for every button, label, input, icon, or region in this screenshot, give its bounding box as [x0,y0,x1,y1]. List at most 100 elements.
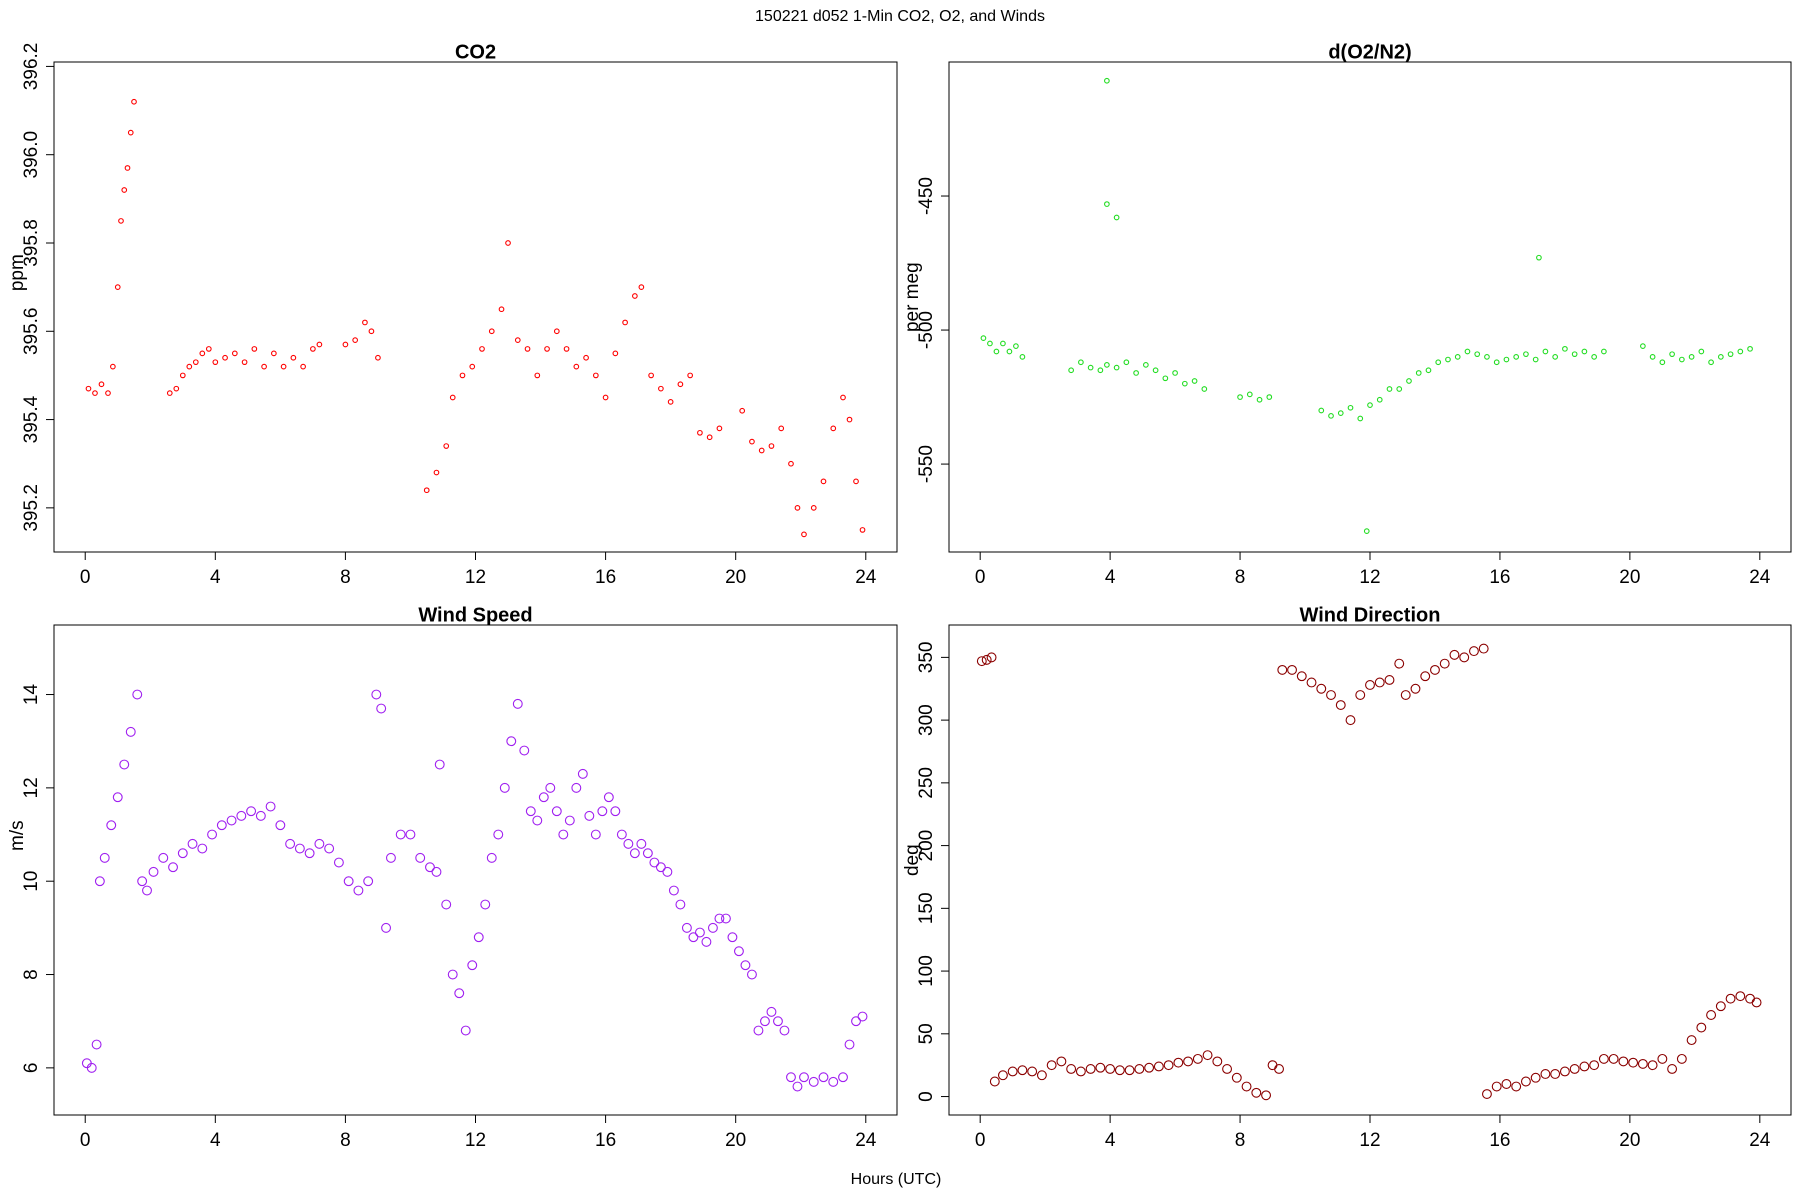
data-point [1241,1081,1252,1092]
data-point [375,354,381,361]
x-tick-label: 12 [465,1130,486,1151]
data-point [343,876,354,887]
data-point [514,337,521,343]
data-point [1144,1062,1155,1073]
data-point [1464,348,1471,355]
data-point [1536,254,1542,261]
data-point [1183,1056,1194,1067]
data-point [362,319,368,326]
x-tick-label: 20 [1619,1130,1640,1151]
data-point [271,350,277,357]
data-point [1425,367,1432,374]
data-point [612,350,619,357]
data-point [479,346,485,352]
data-point [192,359,199,366]
data-point [749,438,755,445]
data-point [499,782,510,793]
y-tick-label: 350 [916,642,937,674]
data-point [720,913,731,924]
y-tick-label: 8 [21,969,42,980]
data-point [222,354,228,361]
data-point [859,527,866,533]
data-point [106,820,117,831]
data-point [1520,1076,1531,1087]
y-tick-label: -500 [916,311,937,349]
data-point [1367,402,1373,408]
data-point [310,346,316,352]
x-tick-label: 4 [210,567,221,588]
data-point [840,394,846,401]
x-axis-label: Hours (UTC) [851,1171,942,1188]
data-point [1277,664,1288,675]
data-point [294,843,305,854]
y-axis-label: m/s [7,820,28,851]
data-point [1036,1070,1047,1081]
data-point [1511,1081,1522,1092]
data-point [1676,1053,1687,1064]
data-point [1542,348,1549,355]
data-point [173,385,180,392]
x-tick-label: 0 [975,1130,986,1151]
data-point [1306,677,1317,688]
data-point [255,810,266,821]
data-point [124,165,131,171]
data-point [498,306,505,313]
data-point [538,792,549,803]
data-point [1459,652,1470,663]
data-point [205,346,212,352]
data-point [1318,407,1325,414]
y-axis-label: deg [902,844,923,876]
data-point [788,460,794,467]
data-point [1637,1058,1648,1069]
data-point [425,862,435,873]
data-point [1493,359,1500,366]
data-point [602,394,609,401]
data-point [1708,359,1714,366]
data-point [1747,345,1753,352]
data-point [1104,201,1110,207]
data-point [810,505,817,511]
data-point [105,390,111,396]
data-point [733,946,744,957]
data-point [1133,370,1139,376]
data-point [1000,340,1006,347]
data-point [110,363,116,370]
data-point [1571,351,1578,358]
data-point [1113,214,1120,221]
data-point [1191,378,1198,384]
data-point [629,848,640,859]
data-point [304,848,315,859]
data-point [1212,1056,1223,1067]
data-point [114,284,121,290]
data-point [1552,354,1559,360]
panel: Wind Speed m/s 0 4 8 12 16 20 24 6 8 10 12 14 [7,604,898,1151]
data-point [1163,1060,1174,1071]
y-tick-label: 150 [916,892,937,924]
data-point [1085,1063,1096,1074]
x-tick-label: 24 [1749,567,1771,588]
data-point [91,1039,102,1050]
x-tick-label: 24 [855,567,877,588]
data-point [363,876,374,887]
data-point [1696,1022,1707,1033]
x-tick-label: 16 [1489,567,1510,588]
panel-title: Wind Speed [418,604,532,626]
data-point [1246,391,1253,398]
y-tick-label: 395.6 [21,308,42,356]
data-point [1608,1053,1619,1064]
data-point [1649,354,1656,360]
data-point [658,385,664,392]
data-point [86,1062,97,1073]
data-point [1667,1063,1678,1074]
data-point [443,443,450,449]
data-point [1532,356,1539,363]
data-point [216,820,227,831]
data-point [1715,1001,1726,1012]
y-tick-label: 396.2 [21,43,42,91]
data-point [131,98,137,105]
data-point [583,354,589,361]
data-point [993,348,1000,355]
data-point [1123,359,1130,366]
data-point [1104,77,1110,84]
data-point [166,390,173,396]
